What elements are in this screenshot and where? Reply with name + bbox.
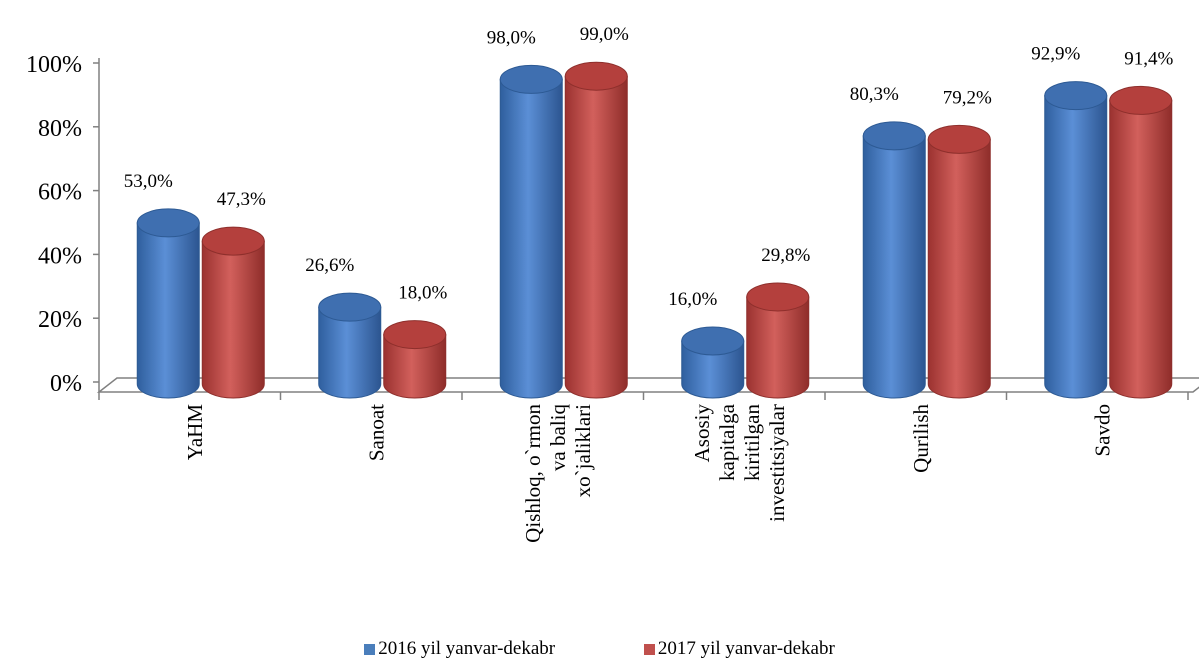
category-label: Qurilish (909, 404, 933, 473)
bar-2016-3 (681, 326, 745, 399)
bar-2017-4 (927, 124, 991, 399)
bar-top (383, 320, 447, 350)
category-label: Asosiy kapitalga kiritilgan investitsiyalar (690, 403, 789, 521)
bars (136, 61, 1173, 399)
bar-body (927, 138, 991, 399)
bar-2016-0 (136, 208, 200, 399)
bar-2016-2 (499, 64, 563, 399)
data-label: 99,0% (580, 24, 629, 45)
data-label: 26,6% (305, 255, 354, 276)
data-label: 53,0% (124, 171, 173, 192)
bar-body (681, 340, 745, 399)
data-label: 47,3% (217, 189, 266, 210)
bar-2016-1 (318, 292, 382, 399)
category-label-line: investitsiyalar (765, 404, 789, 522)
bar-2017-3 (746, 282, 810, 399)
data-label: 92,9% (1031, 44, 1080, 65)
bar-2016-5 (1044, 81, 1108, 399)
bar-top (681, 326, 745, 356)
category-label-line: Asosiy (690, 404, 714, 463)
category-label-line: kapitalga (715, 403, 739, 481)
bar-2017-1 (383, 320, 447, 399)
chart-floor (96, 377, 1199, 393)
data-label: 91,4% (1124, 48, 1173, 69)
bar-body (564, 75, 628, 399)
y-tick-label: 0% (50, 371, 82, 397)
category-label-line: Savdo (1090, 404, 1114, 457)
bar-top (564, 61, 628, 91)
bar-body (136, 222, 200, 399)
category-label: Qishloq, o`rmon va baliq xo`jaliklari (521, 404, 595, 543)
legend-swatch-2016 (364, 643, 376, 655)
y-tick-label: 100% (26, 52, 82, 78)
bar-2017-5 (1109, 85, 1173, 399)
data-label: 80,3% (850, 84, 899, 105)
category-label-line: Sanoat (364, 404, 388, 461)
category-label-line: Qishloq, o`rmon (521, 404, 545, 543)
data-label: 18,0% (398, 283, 447, 304)
category-label: Savdo (1090, 404, 1114, 457)
bar-body (318, 306, 382, 399)
category-label-line: xo`jaliklari (571, 404, 595, 497)
bar-top (201, 226, 265, 256)
bar-2017-2 (564, 61, 628, 399)
bar-body (746, 296, 810, 399)
bar-body (499, 78, 563, 399)
bar-2017-0 (201, 226, 265, 399)
axes (93, 58, 1199, 400)
data-label: 29,8% (761, 245, 810, 266)
y-tick-label: 60% (38, 180, 82, 206)
bar-top (1044, 81, 1108, 111)
category-label-line: va baliq (546, 404, 570, 472)
category-label-line: YaHM (183, 404, 207, 461)
category-label: YaHM (183, 404, 207, 461)
y-tick-label: 80% (38, 116, 82, 142)
category-label: Sanoat (364, 404, 388, 461)
data-label: 79,2% (943, 87, 992, 108)
legend-label-2017: 2017 yil yanvar-dekabr (657, 638, 835, 659)
bar-top (1109, 85, 1173, 115)
legend-item-2016: 2016 yil yanvar-dekabr (364, 638, 555, 660)
bar-chart: 0% 20% 40% 60% 80% 100% 53,0% 47,3% YaHM 26,6% 18,… (26, 24, 1199, 543)
legend: 2016 yil yanvar-dekabr 2017 yil yanvar-d… (0, 638, 1199, 661)
bar-body (1044, 95, 1108, 399)
legend-item-2017: 2017 yil yanvar-dekabr (643, 638, 835, 660)
y-tick-label: 20% (38, 307, 82, 333)
bar-2016-4 (862, 121, 926, 399)
legend-label-2016: 2016 yil yanvar-dekabr (378, 638, 556, 659)
bar-body (862, 135, 926, 399)
bar-top (318, 292, 382, 322)
category-label-line: Qurilish (909, 404, 933, 473)
category-label-line: kiritilgan (740, 404, 764, 481)
y-tick-label: 40% (38, 243, 82, 269)
bar-body (201, 240, 265, 399)
bar-body (383, 334, 447, 399)
bar-top (927, 124, 991, 154)
data-label: 98,0% (487, 27, 536, 48)
bar-top (136, 208, 200, 238)
bar-top (746, 282, 810, 312)
legend-swatch-2017 (643, 643, 655, 655)
bar-top (862, 121, 926, 151)
labels: 0% 20% 40% 60% 80% 100% 53,0% 47,3% YaHM 26,6% 18,… (26, 24, 1173, 543)
bar-body (1109, 99, 1173, 399)
data-label: 16,0% (668, 289, 717, 310)
bar-top (499, 64, 563, 94)
